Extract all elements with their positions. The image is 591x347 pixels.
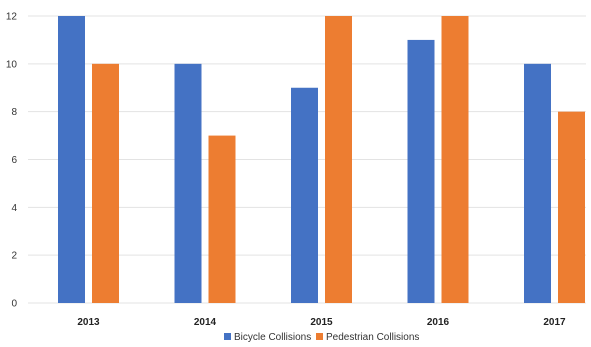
y-tick-label: 10	[6, 59, 18, 70]
y-tick-label: 12	[6, 12, 18, 23]
bar-bicycle-collisions-2017	[524, 63, 551, 304]
y-tick-label: 4	[11, 203, 17, 214]
x-axis: 2013 2014 2015 2016 2017	[77, 317, 566, 328]
bar-pedestrian-collisions-2014	[208, 135, 236, 303]
bar-pedestrian-collisions-2017	[558, 111, 585, 304]
y-tick-label: 6	[11, 155, 17, 166]
x-tick-label: 2017	[543, 317, 566, 328]
bar-pedestrian-collisions-2016	[441, 16, 469, 303]
legend-swatch	[224, 333, 231, 340]
x-tick-label: 2016	[427, 317, 450, 328]
x-tick-label: 2013	[77, 317, 100, 328]
legend-item-pedestrian-collisions: Pedestrian Collisions	[316, 332, 419, 343]
y-tick-label: 0	[11, 299, 17, 310]
bar-pedestrian-collisions-2013	[92, 63, 119, 304]
bar-bicycle-collisions-2015	[291, 87, 318, 303]
y-tick-label: 2	[11, 251, 17, 262]
bars	[58, 16, 585, 304]
legend-item-bicycle-collisions: Bicycle Collisions	[224, 332, 311, 343]
bar-bicycle-collisions-2016	[407, 39, 435, 304]
legend-label: Bicycle Collisions	[234, 332, 311, 343]
legend-swatch	[316, 333, 323, 340]
x-tick-label: 2014	[194, 317, 217, 328]
legend: Bicycle Collisions Pedestrian Collisions	[224, 332, 419, 343]
x-tick-label: 2015	[310, 317, 333, 328]
bar-bicycle-collisions-2014	[174, 63, 202, 304]
legend-label: Pedestrian Collisions	[326, 332, 419, 343]
y-tick-label: 8	[11, 107, 17, 118]
bar-bicycle-collisions-2013	[58, 16, 85, 303]
bar-pedestrian-collisions-2015	[325, 16, 352, 303]
y-axis: 0 2 4 6 8 10 12	[6, 12, 18, 310]
